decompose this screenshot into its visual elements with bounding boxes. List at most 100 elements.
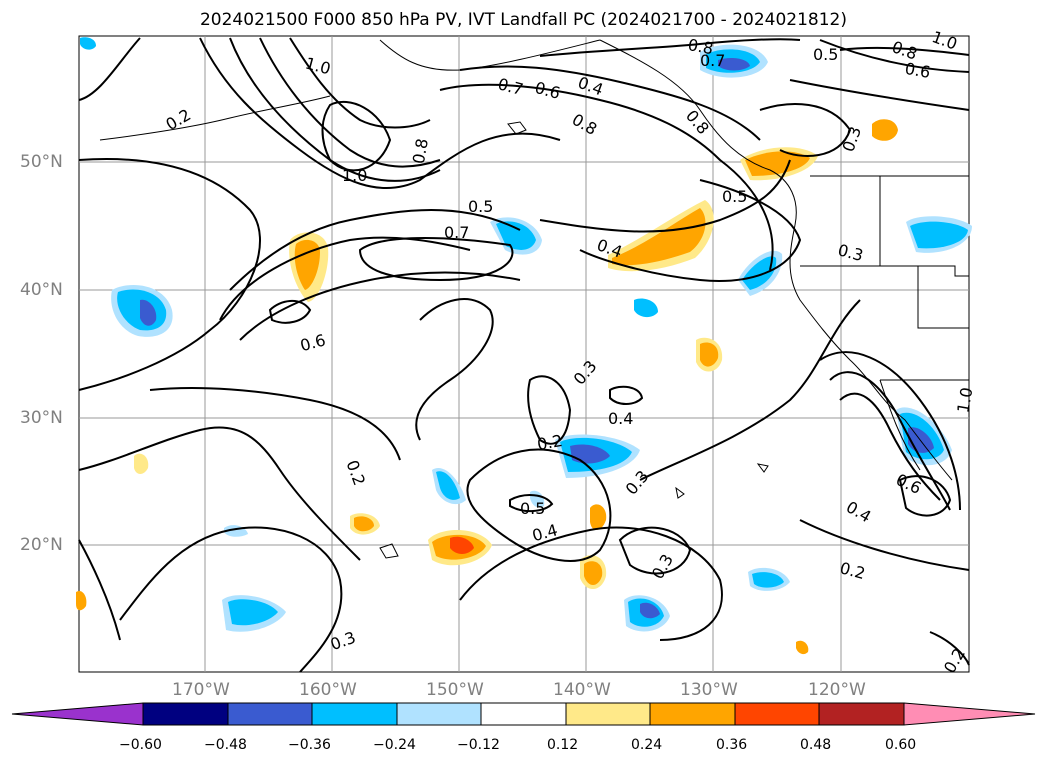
contour-line	[789, 79, 970, 111]
lat-label: 20°N	[20, 535, 63, 555]
colorbar-segment	[649, 702, 736, 726]
colorbar-tick: 0.24	[631, 737, 663, 753]
colorbar-segment	[396, 702, 482, 726]
contour-line	[609, 385, 644, 405]
island	[756, 463, 769, 473]
contour-line	[819, 39, 970, 73]
shade-pos	[294, 239, 320, 290]
contour-line	[618, 526, 692, 575]
contour-label: 0.5	[468, 197, 493, 216]
contour-line	[119, 526, 343, 673]
colorbar-tick: −0.36	[288, 737, 331, 753]
shade-neg	[80, 37, 96, 50]
contour-line	[321, 100, 392, 172]
map-title: 2024021500 F000 850 hPa PV, IVT Landfall…	[199, 10, 847, 30]
shade-pos	[872, 119, 898, 141]
colorbar-tick: −0.24	[373, 737, 416, 753]
contour-line	[527, 375, 572, 445]
contour-line	[149, 387, 401, 461]
colorbar-tick: 0.60	[885, 737, 917, 753]
colorbar-segment	[227, 702, 313, 726]
shade-pos	[745, 151, 810, 176]
coastlines	[99, 39, 969, 559]
colorbar-segment	[311, 702, 398, 726]
shade-neg	[570, 444, 610, 464]
contour-line	[289, 37, 431, 129]
colorbar-extend-high	[903, 702, 1036, 726]
contour-line	[898, 475, 952, 517]
contour-line	[459, 526, 723, 641]
shade-neg	[228, 599, 278, 626]
shade-pos	[76, 590, 87, 611]
shade-neg	[634, 298, 658, 318]
island	[675, 486, 685, 499]
shade-neg	[742, 256, 777, 290]
contour-line	[839, 46, 970, 56]
colorbar-extend-low	[11, 702, 144, 726]
colorbar-tick: −0.12	[457, 737, 500, 753]
island	[379, 543, 399, 559]
contour-label: 0.4	[608, 409, 633, 428]
contour-line	[268, 300, 312, 324]
contour-line	[759, 103, 852, 157]
contour-label: 1.0	[953, 386, 976, 414]
lon-label: 120°W	[808, 680, 866, 700]
baja-coast	[879, 379, 921, 471]
contour-line	[539, 38, 801, 57]
contour-line	[219, 236, 471, 321]
contour-label: 0.7	[444, 223, 469, 242]
shade-pos	[354, 516, 374, 532]
contour-line	[509, 494, 554, 512]
colorbar-tick: 0.48	[800, 737, 832, 753]
shade-pos	[590, 504, 607, 531]
contour-line	[459, 65, 761, 141]
colorbar-segment	[818, 702, 905, 726]
contour-line	[78, 37, 141, 101]
contour-line	[639, 299, 861, 481]
lon-label: 140°W	[553, 680, 611, 700]
colorbar-tick: −0.60	[119, 737, 162, 753]
contour-line	[239, 271, 521, 341]
contour-line	[439, 83, 774, 271]
shade-pos	[450, 536, 474, 554]
shade-pos	[700, 342, 719, 367]
contour-line	[829, 371, 951, 511]
contour-line	[78, 157, 261, 391]
contour-label: 0.2	[536, 431, 564, 454]
shade-neg	[718, 58, 750, 71]
contour-label: 0.6	[903, 59, 931, 82]
shade-pos	[796, 640, 809, 655]
colorbar-segment	[480, 702, 567, 726]
lat-label: 30°N	[20, 408, 63, 428]
colorbar-tick: 0.12	[547, 737, 579, 753]
colorbar-segment	[142, 702, 229, 726]
contour-label: 0.5	[520, 499, 545, 518]
state-border	[917, 266, 969, 329]
canada-coast	[599, 39, 797, 226]
contour-line	[415, 298, 494, 441]
contour-line	[579, 179, 802, 282]
island	[507, 121, 527, 135]
contour-label: 1.0	[342, 166, 367, 185]
lat-label: 50°N	[20, 152, 63, 172]
contour-line	[259, 37, 441, 168]
contour-label: 0.7	[700, 51, 725, 70]
lon-label: 160°W	[299, 680, 357, 700]
contour-line	[929, 631, 970, 666]
shade-neg	[496, 221, 536, 250]
contour-line	[799, 519, 970, 571]
alaska-coast	[99, 95, 331, 141]
colorbar-tick: 0.36	[716, 737, 748, 753]
colorbar-segment	[565, 702, 651, 726]
contour-label: 0.5	[722, 187, 747, 206]
west-coast	[789, 224, 953, 481]
shade-neg	[640, 602, 660, 619]
map-area	[78, 35, 970, 673]
pv-contours	[78, 37, 970, 673]
shade-pos	[612, 208, 706, 266]
colorbar-segment	[734, 702, 820, 726]
lon-label: 170°W	[172, 680, 230, 700]
contour-line	[358, 237, 514, 282]
contour-line	[229, 209, 521, 291]
